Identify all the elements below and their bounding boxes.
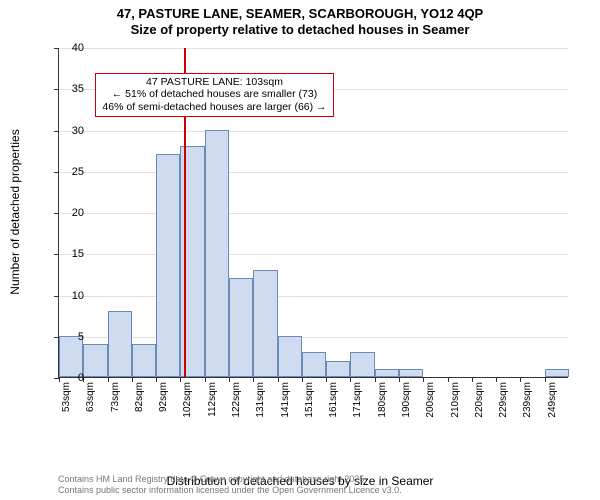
xtick-label: 180sqm <box>377 382 388 418</box>
histogram-bar <box>83 344 107 377</box>
xtick-label: 229sqm <box>498 382 509 418</box>
gridline <box>59 213 568 214</box>
xtick-mark <box>496 377 497 382</box>
xtick-label: 239sqm <box>522 382 533 418</box>
xtick-label: 112sqm <box>207 382 218 417</box>
gridline <box>59 131 568 132</box>
gridline <box>59 337 568 338</box>
xtick-mark <box>278 377 279 382</box>
gridline <box>59 172 568 173</box>
xtick-label: 200sqm <box>425 382 436 418</box>
gridline <box>59 254 568 255</box>
xtick-label: 151sqm <box>304 382 315 418</box>
xtick-label: 210sqm <box>450 382 461 418</box>
histogram-bar <box>205 130 229 378</box>
xtick-label: 141sqm <box>280 382 291 418</box>
histogram-bar <box>545 369 569 377</box>
annotation-line: 47 PASTURE LANE: 103sqm <box>102 76 326 89</box>
footer-credits: Contains HM Land Registry data © Crown c… <box>58 474 402 496</box>
xtick-label: 249sqm <box>547 382 558 418</box>
xtick-label: 131sqm <box>255 382 266 418</box>
footer-line1: Contains HM Land Registry data © Crown c… <box>58 474 402 485</box>
xtick-label: 122sqm <box>231 382 242 418</box>
xtick-label: 53sqm <box>61 382 72 412</box>
y-axis-label: Number of detached properties <box>8 129 22 294</box>
xtick-mark <box>108 377 109 382</box>
ytick-label: 15 <box>54 248 84 260</box>
xtick-label: 73sqm <box>110 382 121 412</box>
ytick-label: 10 <box>54 290 84 302</box>
histogram-bar <box>302 352 326 377</box>
xtick-mark <box>156 377 157 382</box>
ytick-label: 30 <box>54 125 84 137</box>
annotation-line: ← 51% of detached houses are smaller (73… <box>102 88 326 101</box>
xtick-mark <box>375 377 376 382</box>
histogram-bar <box>375 369 399 377</box>
xtick-mark <box>448 377 449 382</box>
histogram-bar <box>132 344 156 377</box>
xtick-label: 171sqm <box>352 382 363 418</box>
chart-area: Number of detached properties 47 PASTURE… <box>0 42 600 452</box>
xtick-label: 102sqm <box>182 382 193 418</box>
xtick-mark <box>302 377 303 382</box>
xtick-mark <box>229 377 230 382</box>
xtick-mark <box>132 377 133 382</box>
xtick-mark <box>472 377 473 382</box>
xtick-mark <box>399 377 400 382</box>
xtick-label: 190sqm <box>401 382 412 418</box>
ytick-label: 35 <box>54 83 84 95</box>
histogram-bar <box>326 361 350 378</box>
annotation-box: 47 PASTURE LANE: 103sqm← 51% of detached… <box>95 73 333 117</box>
footer-line2: Contains public sector information licen… <box>58 485 402 496</box>
chart-title: 47, PASTURE LANE, SEAMER, SCARBOROUGH, Y… <box>0 0 600 39</box>
xtick-mark <box>205 377 206 382</box>
ytick-label: 5 <box>54 331 84 343</box>
plot-region: 47 PASTURE LANE: 103sqm← 51% of detached… <box>58 48 568 378</box>
xtick-label: 220sqm <box>474 382 485 418</box>
xtick-label: 63sqm <box>85 382 96 412</box>
xtick-label: 92sqm <box>158 382 169 412</box>
gridline <box>59 296 568 297</box>
title-line1: 47, PASTURE LANE, SEAMER, SCARBOROUGH, Y… <box>0 6 600 22</box>
ytick-label: 20 <box>54 207 84 219</box>
xtick-label: 82sqm <box>134 382 145 412</box>
title-line2: Size of property relative to detached ho… <box>0 22 600 38</box>
gridline <box>59 48 568 49</box>
xtick-mark <box>545 377 546 382</box>
histogram-bar <box>253 270 277 377</box>
histogram-bar <box>229 278 253 377</box>
ytick-label: 25 <box>54 166 84 178</box>
histogram-bar <box>278 336 302 377</box>
histogram-bar <box>350 352 374 377</box>
xtick-label: 161sqm <box>328 382 339 418</box>
annotation-line: 46% of semi-detached houses are larger (… <box>102 101 326 114</box>
histogram-bar <box>399 369 423 377</box>
histogram-bar <box>156 154 180 377</box>
histogram-bar <box>108 311 132 377</box>
ytick-label: 40 <box>54 42 84 54</box>
xtick-mark <box>326 377 327 382</box>
